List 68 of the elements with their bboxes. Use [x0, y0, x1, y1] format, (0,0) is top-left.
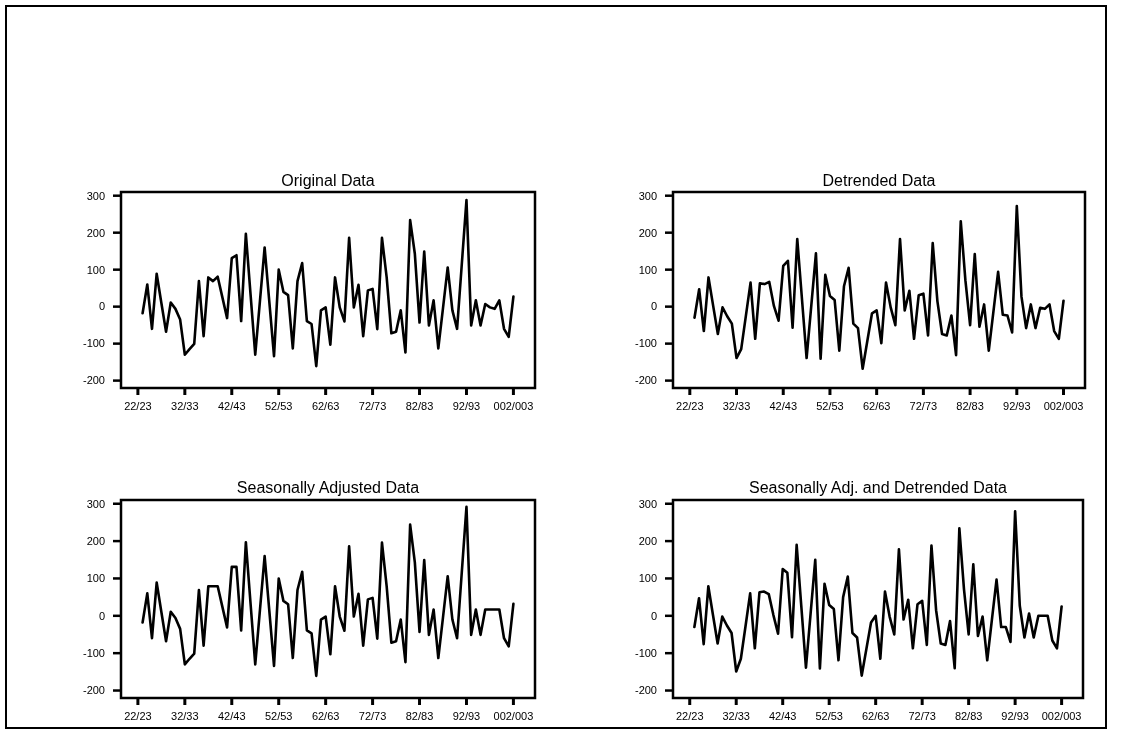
- x-tick-label: 62/63: [311, 400, 340, 412]
- x-tick-label: 52/53: [264, 710, 293, 722]
- y-tick-label: -100: [82, 337, 105, 350]
- x-tick-label: 92/93: [452, 710, 481, 722]
- y-tick-label: 200: [638, 534, 657, 547]
- x-tick-label: 92/93: [452, 400, 481, 412]
- x-tick-label: 72/73: [909, 400, 938, 412]
- x-tick-label: 22/23: [676, 400, 704, 412]
- x-tick-label: 42/43: [218, 710, 246, 722]
- x-tick-label: 42/43: [769, 400, 798, 412]
- x-tick-label: 002/003: [493, 400, 534, 412]
- x-tick-label: 52/53: [264, 400, 293, 412]
- y-tick-label: 100: [86, 263, 105, 276]
- chart-title: Seasonally Adjusted Data: [236, 479, 420, 496]
- x-tick-label: 62/63: [311, 710, 340, 722]
- x-tick-label: 82/83: [405, 710, 434, 722]
- x-tick-label: 62/63: [861, 710, 890, 722]
- y-tick-label: -200: [82, 684, 105, 697]
- line-series: [141, 198, 515, 368]
- y-tick-label: 300: [86, 497, 105, 510]
- line-series: [693, 509, 1063, 677]
- x-tick-label: 22/23: [124, 710, 152, 722]
- x-tick-label: 72/73: [358, 710, 387, 722]
- y-tick-label: -100: [634, 647, 657, 660]
- x-tick-label: 92/93: [1001, 710, 1029, 722]
- x-tick-label: 62/63: [862, 400, 891, 412]
- y-tick-label: 200: [86, 226, 105, 239]
- y-tick-label: 200: [86, 534, 105, 547]
- x-tick-label: 42/43: [218, 400, 246, 412]
- y-tick-label: 0: [98, 300, 105, 313]
- y-tick-label: 100: [638, 572, 657, 585]
- chart-title: Seasonally Adj. and Detrended Data: [749, 479, 1008, 496]
- x-tick-label: 42/43: [768, 710, 797, 722]
- x-tick-label: 002/003: [1041, 710, 1082, 722]
- line-series: [693, 204, 1065, 371]
- line-series: [141, 505, 515, 678]
- x-tick-label: 52/53: [816, 400, 844, 412]
- x-tick-label: 22/23: [675, 710, 704, 722]
- x-tick-label: 52/53: [815, 710, 843, 722]
- x-tick-label: 32/33: [722, 400, 751, 412]
- y-tick-label: 100: [86, 572, 105, 585]
- x-tick-label: 32/33: [722, 710, 750, 722]
- y-tick-label: 0: [650, 609, 657, 622]
- x-tick-label: 82/83: [405, 400, 434, 412]
- y-tick-label: 0: [98, 609, 105, 622]
- x-tick-label: 002/003: [1043, 400, 1084, 412]
- y-tick-label: -200: [634, 684, 657, 697]
- y-tick-label: 300: [638, 497, 657, 510]
- x-tick-label: 82/83: [956, 400, 984, 412]
- chart-title: Detrended Data: [822, 172, 936, 189]
- chart-title: Original Data: [281, 172, 375, 189]
- y-tick-label: -200: [634, 374, 657, 387]
- x-tick-label: 002/003: [493, 710, 534, 722]
- x-tick-label: 32/33: [171, 710, 199, 722]
- y-tick-label: -100: [634, 337, 657, 350]
- y-tick-label: 200: [638, 226, 657, 239]
- x-tick-label: 72/73: [908, 710, 936, 722]
- y-tick-label: 0: [650, 300, 657, 313]
- y-tick-label: -200: [82, 374, 105, 387]
- y-tick-label: 300: [86, 189, 105, 202]
- x-tick-label: 92/93: [1003, 400, 1031, 412]
- x-tick-label: 82/83: [954, 710, 983, 722]
- y-tick-label: -100: [82, 647, 105, 660]
- x-tick-label: 22/23: [124, 400, 152, 412]
- y-tick-label: 300: [638, 189, 657, 202]
- y-tick-label: 100: [638, 263, 657, 276]
- x-tick-label: 72/73: [358, 400, 387, 412]
- x-tick-label: 32/33: [171, 400, 199, 412]
